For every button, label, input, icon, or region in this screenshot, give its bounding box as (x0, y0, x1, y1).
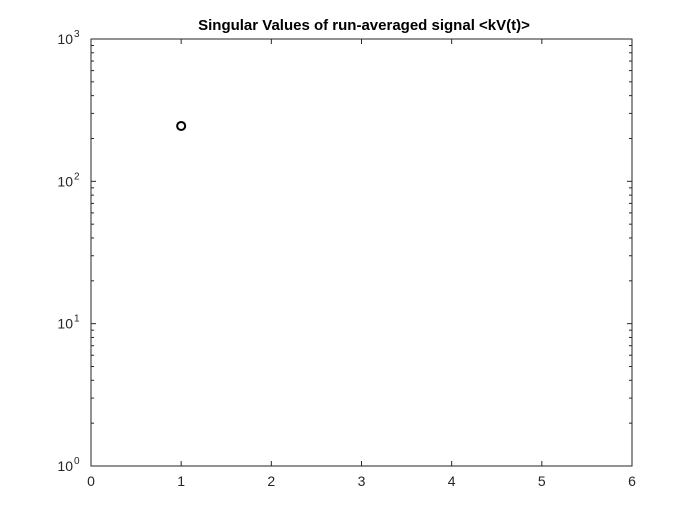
y-tick-label-exponent: 3 (74, 29, 80, 40)
x-tick-label: 4 (448, 473, 456, 489)
y-tick-label-exponent: 2 (74, 171, 80, 182)
y-tick-label-base: 10 (57, 458, 73, 474)
y-tick-label-exponent: 1 (74, 314, 80, 325)
x-tick-label: 3 (358, 473, 366, 489)
data-point (176, 120, 187, 131)
x-tick-label: 6 (628, 473, 636, 489)
x-tick-label: 2 (267, 473, 275, 489)
y-tick-label-base: 10 (57, 31, 73, 47)
x-tick-label: 0 (87, 473, 95, 489)
y-tick-label-exponent: 0 (74, 456, 80, 467)
y-tick-label-base: 10 (57, 316, 73, 332)
y-tick-label-base: 10 (57, 173, 73, 189)
x-tick-label: 5 (538, 473, 546, 489)
chart-title: Singular Values of run-averaged signal <… (198, 17, 530, 34)
x-tick-label: 1 (177, 473, 185, 489)
y-tick-label: 10 (57, 458, 73, 474)
y-tick-label: 10 (57, 316, 73, 332)
y-tick-label: 10 (57, 173, 73, 189)
y-tick-label: 10 (57, 31, 73, 47)
